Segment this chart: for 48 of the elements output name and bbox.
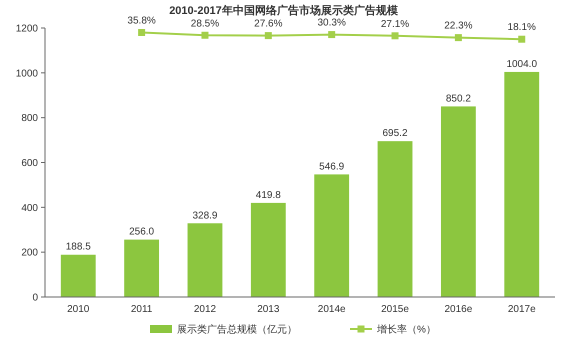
x-tick-label: 2010 — [67, 304, 90, 315]
point — [454, 34, 462, 42]
data-label: 27.1% — [380, 18, 410, 30]
y-tick-label: 800 — [21, 113, 38, 124]
legend-label: 展示类广告总规模（亿元） — [177, 324, 297, 336]
bar — [378, 141, 412, 297]
data-label: 546.9 — [319, 161, 345, 172]
y-tick-label: 600 — [21, 158, 38, 169]
point — [328, 31, 336, 38]
point — [201, 32, 208, 39]
legend-label: 增长率（%） — [376, 324, 436, 336]
bar — [250, 202, 286, 297]
chart-title: 2010-2017年中国网络广告市场展示类广告规模 — [169, 4, 399, 17]
y-tick-label: 0 — [32, 292, 38, 304]
data-label: 22.3% — [444, 20, 473, 32]
point — [518, 36, 526, 43]
bar — [188, 223, 222, 297]
bar — [504, 72, 540, 297]
x-tick-label: 2017e — [508, 304, 536, 315]
x-tick-label: 2013 — [257, 304, 280, 315]
y-tick-label: 400 — [21, 202, 38, 214]
bar — [124, 240, 160, 297]
data-label: 328.9 — [192, 210, 218, 222]
data-label: 850.2 — [446, 93, 472, 104]
y-tick-label: 1000 — [16, 68, 38, 80]
x-tick-label: 2011 — [130, 304, 153, 315]
x-tick-label: 2015e — [381, 304, 410, 315]
bar — [60, 254, 96, 297]
bar — [440, 106, 476, 297]
x-tick-label: 2012 — [194, 304, 217, 315]
bar — [314, 174, 350, 297]
x-tick-label: 2014e — [318, 304, 346, 315]
y-tick-label: 1200 — [16, 24, 38, 34]
x-tick-label: 2016e — [444, 304, 473, 315]
point — [264, 32, 272, 40]
point — [138, 28, 146, 36]
data-label: 419.8 — [256, 190, 282, 201]
data-label: 30.3% — [317, 18, 346, 29]
data-label: 188.5 — [66, 242, 92, 253]
data-label: 28.5% — [190, 18, 220, 30]
data-label: 18.1% — [508, 22, 536, 34]
data-label: 256.0 — [129, 226, 155, 238]
point — [392, 32, 399, 40]
y-tick-label: 200 — [21, 248, 38, 259]
data-label: 695.2 — [382, 128, 408, 140]
data-label: 27.6% — [254, 18, 283, 30]
data-label: 35.8% — [127, 15, 156, 26]
data-label: 1004.0 — [506, 58, 538, 70]
